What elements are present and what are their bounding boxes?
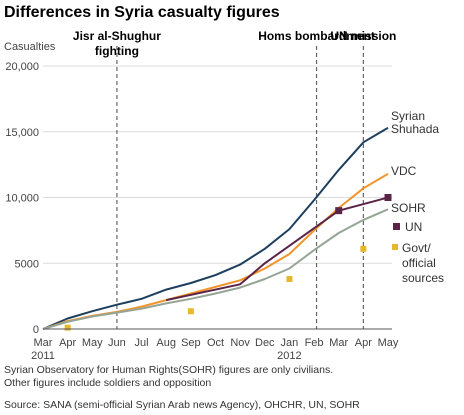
x-tick-label: Dec — [255, 337, 275, 349]
data-point-govt-official-sources — [286, 276, 293, 283]
x-tick-label: Feb — [305, 337, 324, 349]
x-tick-label: Apr — [355, 337, 372, 349]
y-tick-label: 10,000 — [5, 193, 39, 205]
y-tick-label: 0 — [33, 324, 39, 336]
series-line-sohr — [42, 208, 389, 330]
source-note: Source: SANA (semi-official Syrian Arab … — [4, 399, 360, 411]
x-tick-labels: Mar Apr May Jun Jul Aug Sep Oct Nov Dec Jan Feb Mar A… — [31, 337, 399, 362]
series-label-syrian-shuhada: Shuhada — [391, 122, 439, 136]
legend-swatch-govt — [392, 244, 398, 250]
x-tick-label: Jan — [281, 337, 299, 349]
x-tick-label: Aug — [156, 337, 176, 349]
data-point-un — [384, 194, 392, 201]
annotation-label: Homs bombardment — [258, 29, 375, 43]
series-label-vdc: VDC — [391, 164, 417, 178]
y-tick-labels: 0 5000 10,000 15,000 20,000 — [5, 61, 39, 336]
x-tick-label: Mar — [329, 337, 348, 349]
x-tick-label: May — [378, 337, 399, 349]
series-label-sohr: SOHR — [391, 201, 426, 215]
series-lines — [42, 126, 389, 330]
y-tick-label: 5000 — [15, 258, 39, 270]
x-tick-label: Mar — [34, 337, 53, 349]
year-label: 2011 — [31, 350, 55, 362]
legend-swatch-un — [393, 223, 400, 230]
series-label-un: UN — [405, 220, 422, 234]
y-tick-label: 20,000 — [5, 61, 39, 73]
data-point-govt-official-sources — [360, 245, 367, 252]
x-tick-label: Sep — [181, 337, 201, 349]
y-axis-label: Casualties — [4, 41, 56, 53]
data-point-un — [335, 207, 343, 215]
annotation-label: UN mission — [330, 29, 396, 43]
y-tick-label: 15,000 — [5, 127, 39, 139]
series-label-govt-official-sources: sources — [402, 271, 444, 285]
year-label: 2012 — [277, 350, 301, 362]
x-tick-label: Apr — [59, 337, 76, 349]
chart-title: Differences in Syria casualty figures — [4, 4, 280, 21]
series-line-un — [165, 196, 389, 302]
data-point-govt-official-sources — [187, 308, 194, 315]
x-tick-label: Jul — [135, 337, 149, 349]
series-line-syrian-shuhada — [42, 126, 389, 330]
chart-footer: Syrian Observatory for Human Rights(SOHR… — [4, 364, 360, 411]
annotation-label: Jisr al-Shughur — [73, 29, 161, 43]
data-point-govt-official-sources — [64, 324, 71, 331]
series-label-govt-official-sources: official — [402, 256, 436, 270]
gridlines — [43, 65, 392, 264]
x-tick-label: May — [82, 337, 103, 349]
x-tick-label: Jun — [108, 337, 126, 349]
footnote: Other figures include soldiers and oppos… — [4, 377, 211, 389]
x-tick-label: Nov — [230, 337, 250, 349]
x-tick-label: Oct — [207, 337, 224, 349]
series-label-govt-official-sources: Govt/ — [402, 241, 431, 255]
series-markers — [64, 194, 392, 331]
series-label-syrian-shuhada: Syrian — [391, 109, 425, 123]
footnote: Syrian Observatory for Human Rights(SOHR… — [4, 364, 333, 376]
annotation-label: fighting — [95, 44, 139, 58]
